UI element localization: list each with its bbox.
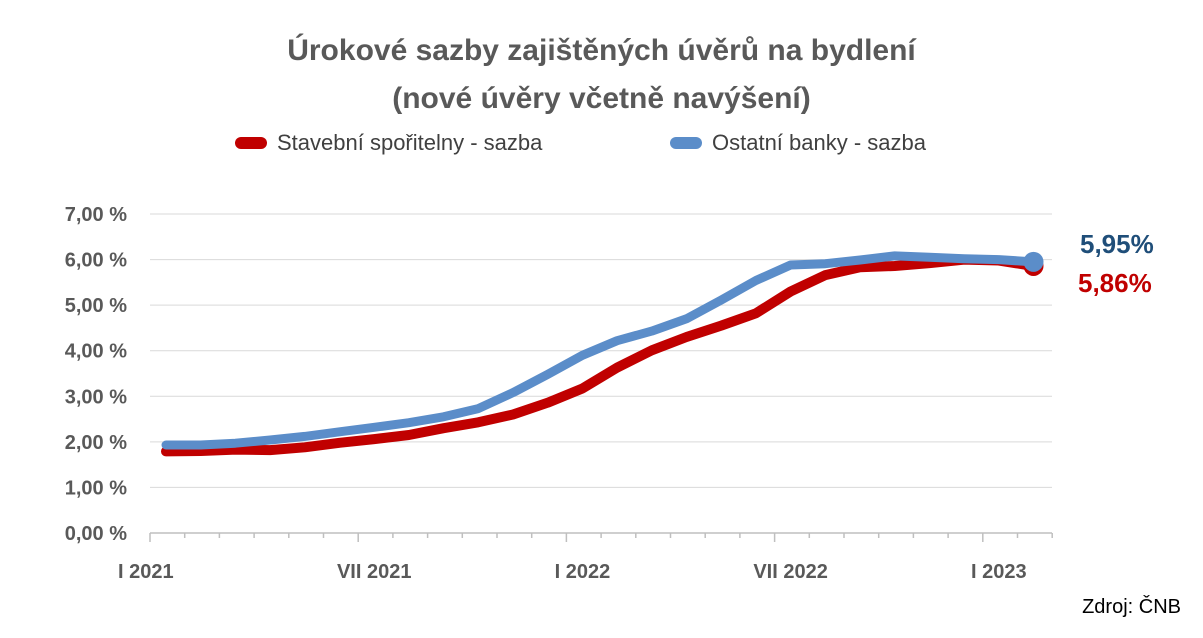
source-note: Zdroj: ČNB	[1082, 596, 1181, 618]
series-line-1	[161, 251, 1038, 450]
y-tick-label: 7,00 %	[65, 204, 127, 226]
y-tick-label: 2,00 %	[65, 432, 127, 454]
legend-swatch-stavebni	[235, 137, 267, 149]
y-tick-label: 0,00 %	[65, 523, 127, 545]
series-line-0	[161, 254, 1039, 457]
legend: Stavební spořitelny - sazba Ostatní bank…	[0, 130, 1203, 160]
legend-swatch-ostatni	[670, 137, 702, 149]
legend-item-stavebni: Stavební spořitelny - sazba	[235, 130, 542, 156]
x-tick-label: VII 2021	[337, 561, 412, 583]
legend-item-ostatni: Ostatní banky - sazba	[670, 130, 926, 156]
x-tick-label: VII 2022	[753, 561, 828, 583]
x-tick-label: I 2021	[118, 561, 174, 583]
x-tick-label: I 2022	[555, 561, 611, 583]
chart-subtitle: (nové úvěry včetně navýšení)	[392, 82, 811, 115]
end-label-ostatni: 5,95%	[1080, 229, 1154, 259]
chart-title: Úrokové sazby zajištěných úvěrů na bydle…	[287, 34, 916, 67]
x-tick-label: I 2023	[971, 561, 1027, 583]
end-label-stavebni: 5,86%	[1078, 268, 1152, 298]
y-tick-label: 4,00 %	[65, 341, 127, 363]
y-tick-label: 6,00 %	[65, 250, 127, 272]
legend-label-ostatni: Ostatní banky - sazba	[712, 130, 926, 155]
series-end-marker-1	[1023, 251, 1044, 272]
y-tick-label: 1,00 %	[65, 477, 127, 499]
y-tick-label: 5,00 %	[65, 295, 127, 317]
y-tick-label: 3,00 %	[65, 386, 127, 408]
legend-label-stavebni: Stavební spořitelny - sazba	[277, 130, 543, 155]
